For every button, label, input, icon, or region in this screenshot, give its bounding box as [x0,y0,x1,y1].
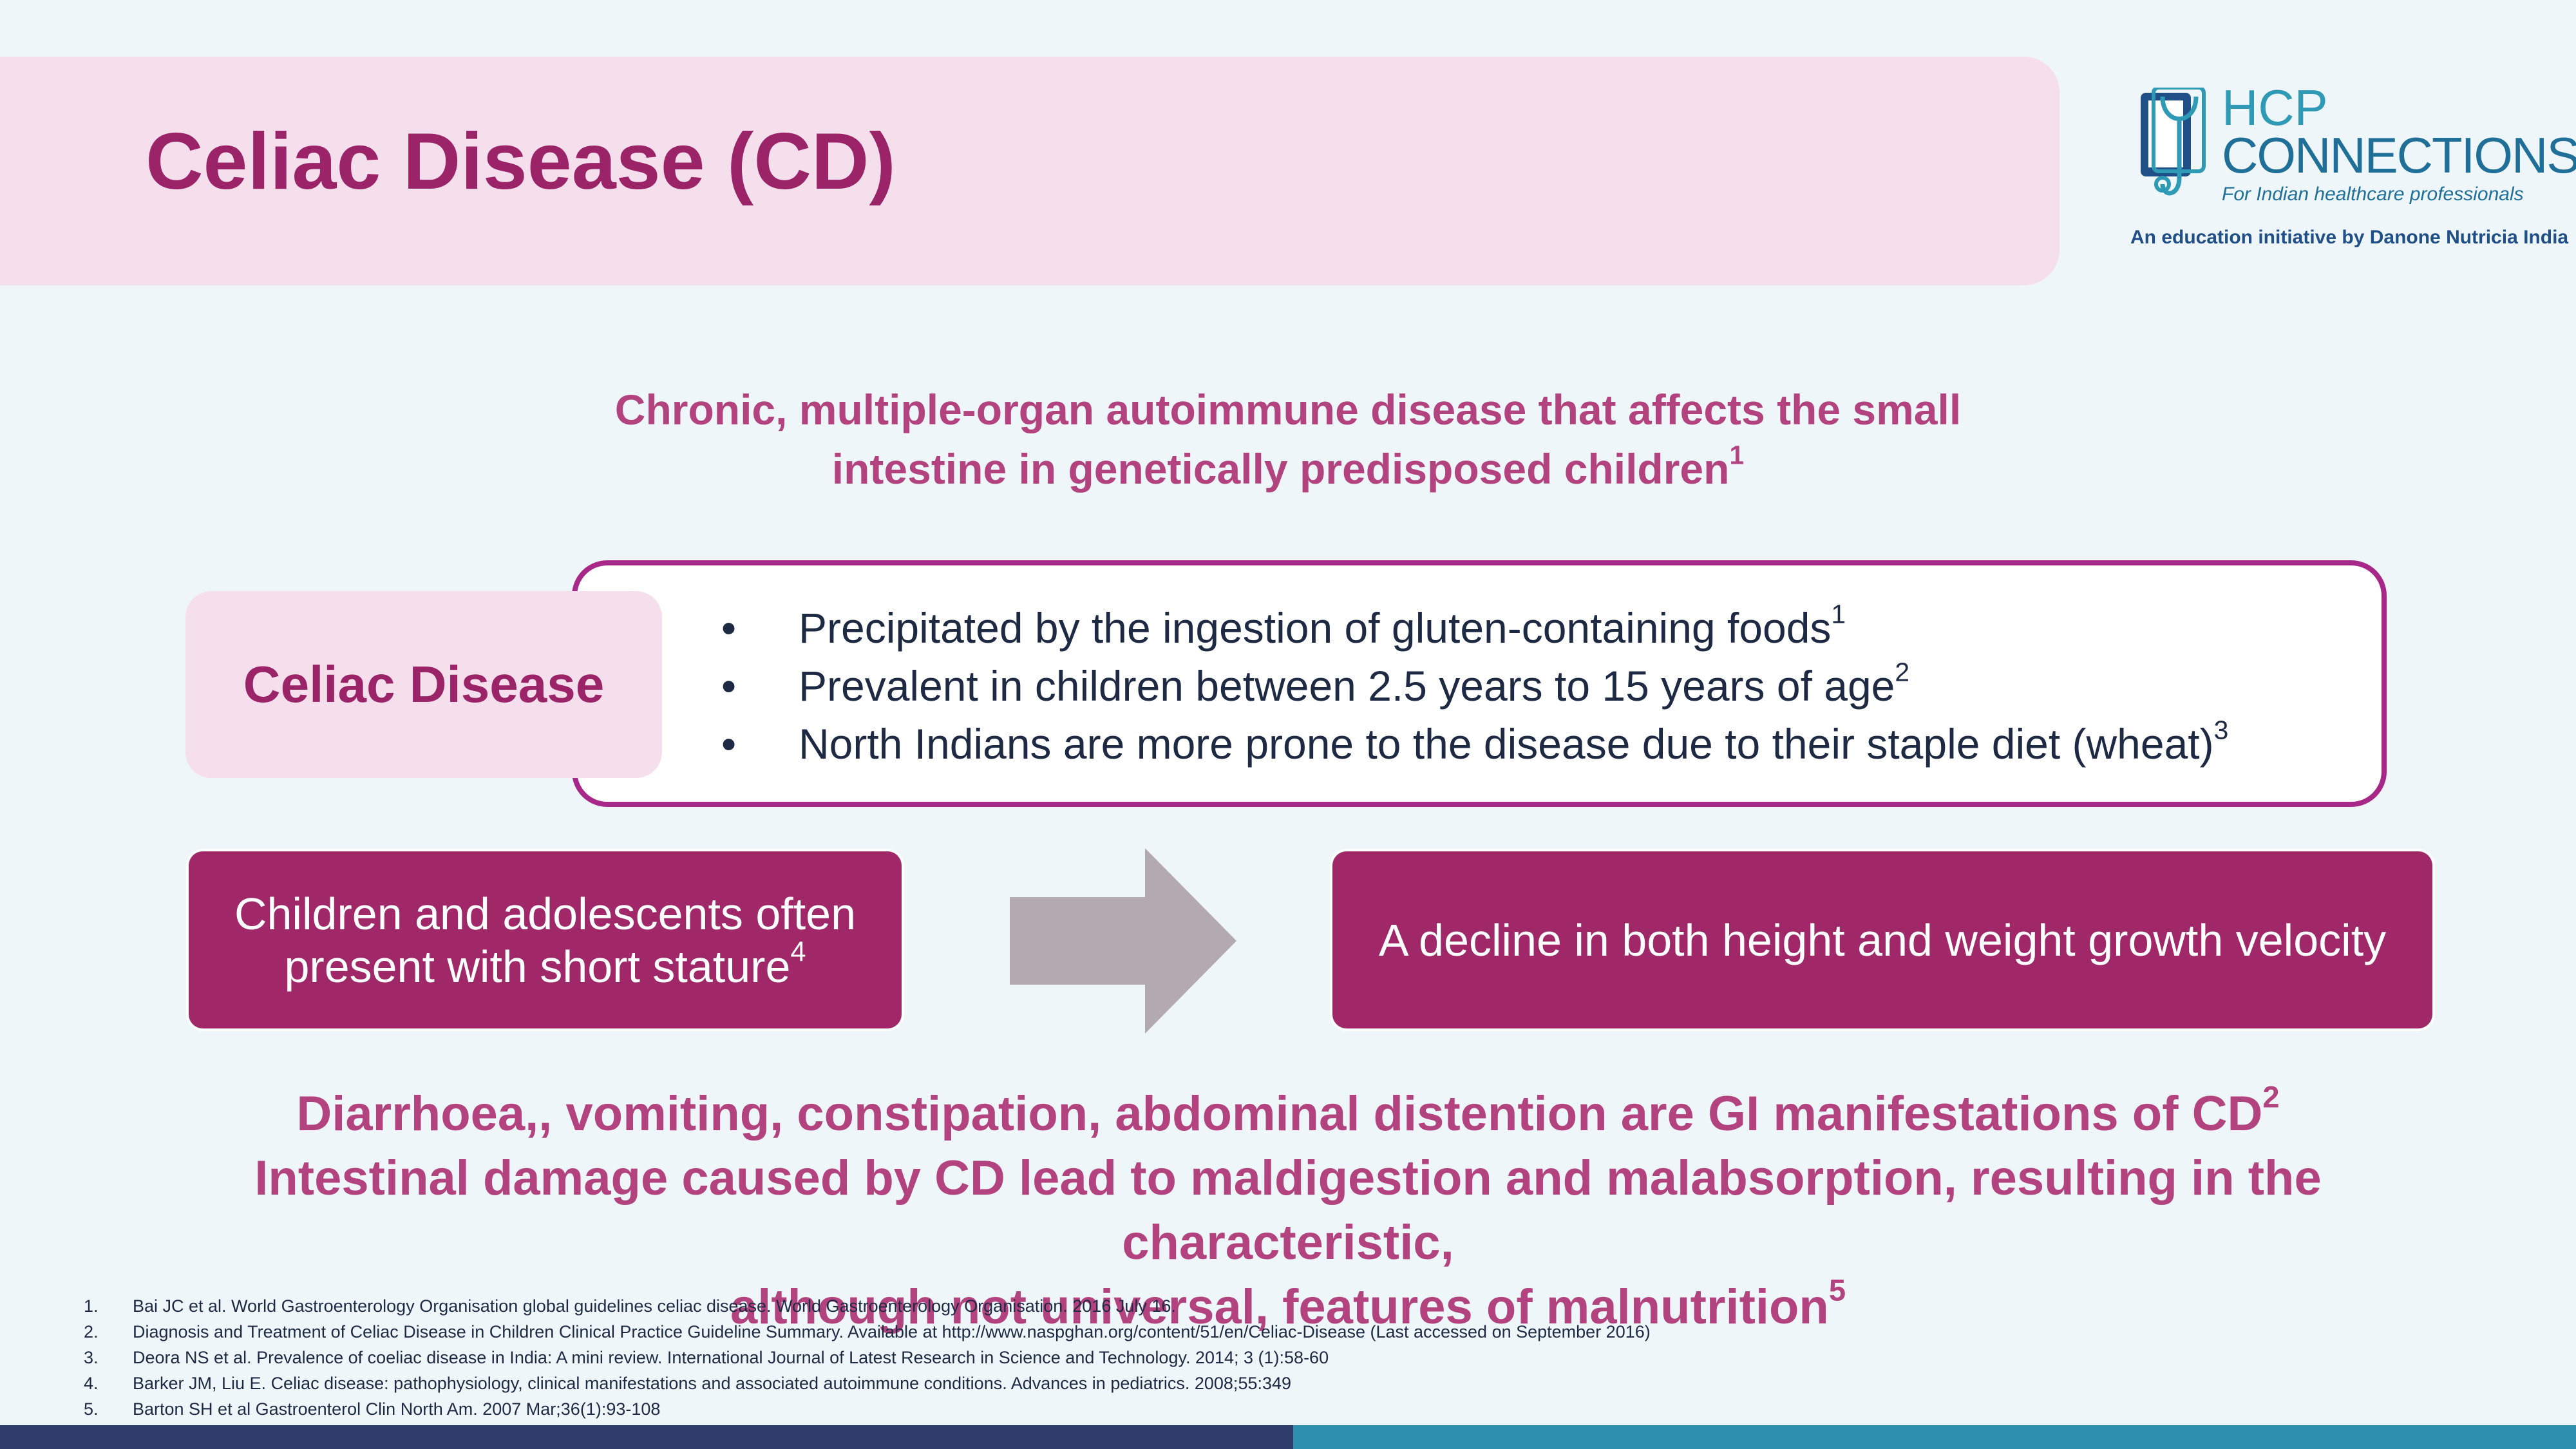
reference-number: 4. [84,1374,99,1393]
bullet-text: North Indians are more prone to the dise… [799,720,2214,768]
bullet-ref: 1 [1831,599,1846,629]
footer-bar-navy [0,1425,1293,1449]
short-stature-line-1: Children and adolescents often [234,888,857,939]
reference-number: 1. [84,1296,99,1316]
reference-number: 2. [84,1322,99,1341]
logo-tagline: For Indian healthcare professionals [2222,184,2524,205]
gi-ref-1: 2 [2262,1079,2280,1114]
celiac-label: Celiac Disease [243,656,605,713]
reference-text: Deora NS et al. Prevalence of coeliac di… [133,1348,1329,1367]
right-arrow-icon [1010,848,1236,1034]
bullet-item: Prevalent in children between 2.5 years … [721,657,2228,715]
reference-number: 3. [84,1348,99,1367]
bullet-text: Prevalent in children between 2.5 years … [799,662,1895,710]
reference-item: 3. Deora NS et al. Prevalence of coeliac … [84,1345,1651,1370]
logo-initiative: An education initiative by Danone Nutric… [2130,227,2569,248]
subtitle-line-2: intestine in genetically predisposed chi… [831,445,1730,493]
subtitle-ref: 1 [1729,440,1745,470]
reference-item: 5. Barton SH et al Gastroenterol Clin Nor… [84,1396,1651,1422]
short-stature-ref: 4 [790,936,806,967]
short-stature-box: Children and adolescents often present w… [189,851,902,1028]
reference-text: Barker JM, Liu E. Celiac disease: pathop… [133,1374,1292,1393]
bullet-item: North Indians are more prone to the dise… [721,715,2228,773]
logo-connections-text: CONNECTIONS [2222,127,2576,184]
logo-hcp-text: HCP [2222,79,2328,136]
reference-item: 1. Bai JC et al. World Gastroenterology O… [84,1293,1651,1319]
bullet-item: Precipitated by the ingestion of gluten-… [721,599,2228,657]
short-stature-line-2: present with short stature [284,941,791,992]
title-banner [0,57,2060,285]
gi-line-3: although not universal, features of maln… [730,1280,1829,1334]
gi-line-2: Intestinal damage caused by CD lead to m… [254,1151,2322,1270]
celiac-label-box: Celiac Disease [185,591,662,778]
reference-text: Diagnosis and Treatment of Celiac Diseas… [133,1322,1651,1341]
reference-item: 4. Barker JM, Liu E. Celiac disease: path… [84,1370,1651,1396]
reference-text: Bai JC et al. World Gastroenterology Org… [133,1296,1176,1316]
growth-decline-text: A decline in both height and weight grow… [1378,914,2387,965]
footer-bar-teal [1293,1425,2576,1449]
references-list: 1. Bai JC et al. World Gastroenterology O… [84,1293,1651,1422]
reference-text: Barton SH et al Gastroenterol Clin North… [133,1399,661,1419]
tablet-stethoscope-icon [2141,88,2206,196]
page-title: Celiac Disease (CD) [146,117,896,206]
gi-line-1: Diarrhoea,, vomiting, constipation, abdo… [296,1086,2263,1141]
bullet-ref: 2 [1895,657,1910,687]
short-stature-text: Children and adolescents often present w… [234,887,856,993]
growth-decline-box: A decline in both height and weight grow… [1332,851,2432,1028]
gi-statement: Diarrhoea,, vomiting, constipation, abdo… [129,1082,2447,1340]
hcp-connections-logo [2132,84,2550,258]
subtitle: Chronic, multiple-organ autoimmune disea… [451,380,2125,498]
reference-number: 5. [84,1399,99,1419]
reference-item: 2. Diagnosis and Treatment of Celiac Dise… [84,1319,1651,1345]
bullet-text: Precipitated by the ingestion of gluten-… [799,604,1832,652]
bullet-ref: 3 [2213,715,2229,745]
subtitle-line-1: Chronic, multiple-organ autoimmune disea… [614,386,1962,433]
gi-ref-3: 5 [1828,1273,1846,1307]
bullet-list: Precipitated by the ingestion of gluten-… [721,599,2228,773]
